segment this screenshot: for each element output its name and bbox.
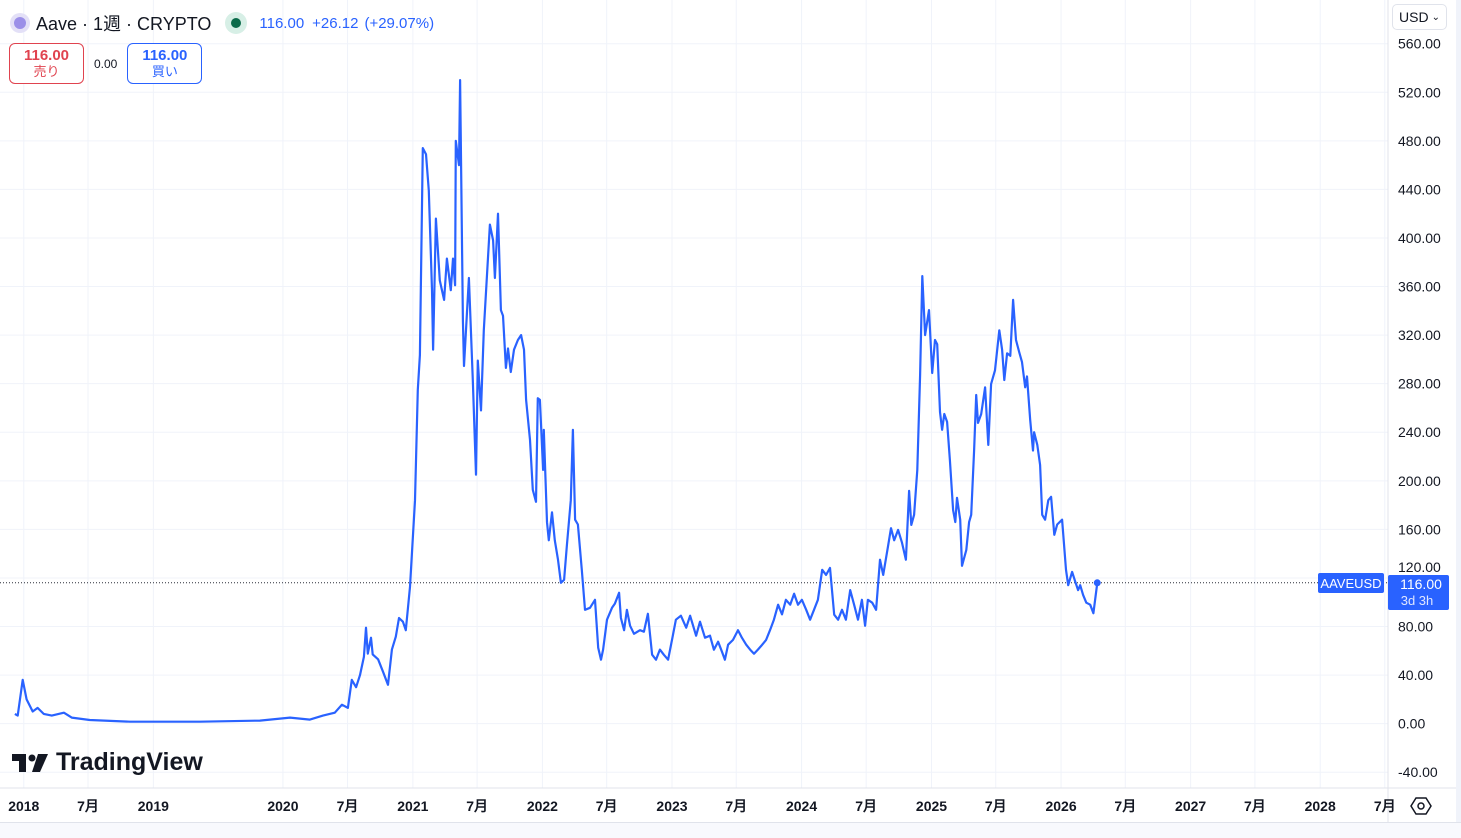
buy-button[interactable]: 116.00 買い <box>127 43 203 84</box>
tradingview-logo[interactable]: TradingView <box>12 748 203 777</box>
tradingview-logo-icon <box>12 753 48 772</box>
spread-value: 0.00 <box>94 56 118 71</box>
x-tick-label: 2020 <box>267 798 298 814</box>
x-tick-label: 7月 <box>337 798 359 814</box>
settings-icon[interactable] <box>1410 795 1432 817</box>
y-tick-label: 440.00 <box>1398 181 1441 197</box>
x-tick-label: 7月 <box>985 798 1007 814</box>
sell-price: 116.00 <box>23 46 70 64</box>
logo-text: TradingView <box>56 748 203 776</box>
x-tick-label: 7月 <box>1374 798 1396 814</box>
x-tick-label: 7月 <box>77 798 99 814</box>
sell-label: 売り <box>33 63 60 79</box>
symbol-title[interactable]: Aave · 1週 · CRYPTO <box>36 14 212 34</box>
grid-lines <box>0 0 1388 788</box>
buy-label: 買い <box>151 63 178 79</box>
y-tick-label: 200.00 <box>1398 473 1441 489</box>
y-tick-label: 520.00 <box>1398 84 1441 100</box>
y-tick-label: -40.00 <box>1398 764 1438 780</box>
last-price: 116.00 <box>259 14 305 32</box>
x-tick-label: 7月 <box>1114 798 1136 814</box>
y-tick-label: 240.00 <box>1398 424 1441 440</box>
market-open-dot-icon[interactable] <box>225 12 248 34</box>
symbol-label-text: AAVEUSD <box>1320 576 1381 591</box>
y-tick-label: 400.00 <box>1398 230 1441 246</box>
last-price-text: 116.00 <box>1400 576 1442 592</box>
legend-header: Aave · 1週 · CRYPTO 116.00 +26.12 (+29.07… <box>10 10 434 36</box>
bottom-panel-edge <box>0 822 1461 838</box>
currency-selector[interactable]: USD ⌄ <box>1392 4 1447 30</box>
x-tick-label: 7月 <box>466 798 488 814</box>
trade-buttons: 116.00 売り 0.00 116.00 買い <box>9 43 203 84</box>
x-tick-label: 2019 <box>138 798 169 814</box>
x-tick-label: 2021 <box>397 798 428 814</box>
x-tick-label: 7月 <box>596 798 618 814</box>
x-tick-label: 2028 <box>1305 798 1336 814</box>
right-scrollbar[interactable] <box>1456 0 1461 837</box>
x-tick-label: 2027 <box>1175 798 1206 814</box>
y-tick-label: 80.00 <box>1398 619 1433 635</box>
x-tick-label: 2025 <box>916 798 947 814</box>
y-tick-label: 160.00 <box>1398 521 1441 537</box>
time-axis[interactable]: 2018 7月 2019 2020 7月 2021 7月 2022 7月 2023 7月 2024 7月… <box>8 798 1395 814</box>
y-tick-label: 560.00 <box>1398 36 1441 52</box>
price-change: +26.12 <box>312 14 359 32</box>
last-price-dot <box>1093 579 1101 587</box>
y-tick-label: 0.00 <box>1398 716 1425 732</box>
price-change-percent: (+29.07%) <box>364 14 435 32</box>
x-tick-label: 7月 <box>855 798 877 814</box>
chevron-down-icon: ⌄ <box>1431 11 1440 23</box>
y-tick-label: 360.00 <box>1398 279 1441 295</box>
y-tick-label: 320.00 <box>1398 327 1441 343</box>
sell-button[interactable]: 116.00 売り <box>9 43 84 84</box>
x-tick-label: 2023 <box>656 798 687 814</box>
buy-price: 116.00 <box>142 46 188 64</box>
symbol-price-label: AAVEUSD 116.00 3d 3h <box>1318 573 1449 610</box>
y-tick-label: 280.00 <box>1398 376 1441 392</box>
aave-logo-icon <box>10 13 30 33</box>
y-tick-label: 40.00 <box>1398 667 1433 683</box>
y-tick-label: 480.00 <box>1398 133 1441 149</box>
x-tick-label: 2018 <box>8 798 39 814</box>
x-tick-label: 7月 <box>725 798 747 814</box>
y-tick-label: 120.00 <box>1398 559 1441 575</box>
currency-value: USD <box>1399 9 1429 25</box>
price-axis[interactable]: -40.00 0.00 40.00 80.00 120.00 160.00 200.00 24… <box>1398 36 1441 781</box>
x-tick-label: 2024 <box>786 798 817 814</box>
x-tick-label: 2022 <box>527 798 558 814</box>
x-tick-label: 7月 <box>1244 798 1266 814</box>
x-tick-label: 2026 <box>1045 798 1076 814</box>
price-line-series <box>14 79 1099 723</box>
bar-countdown-text: 3d 3h <box>1401 593 1434 608</box>
